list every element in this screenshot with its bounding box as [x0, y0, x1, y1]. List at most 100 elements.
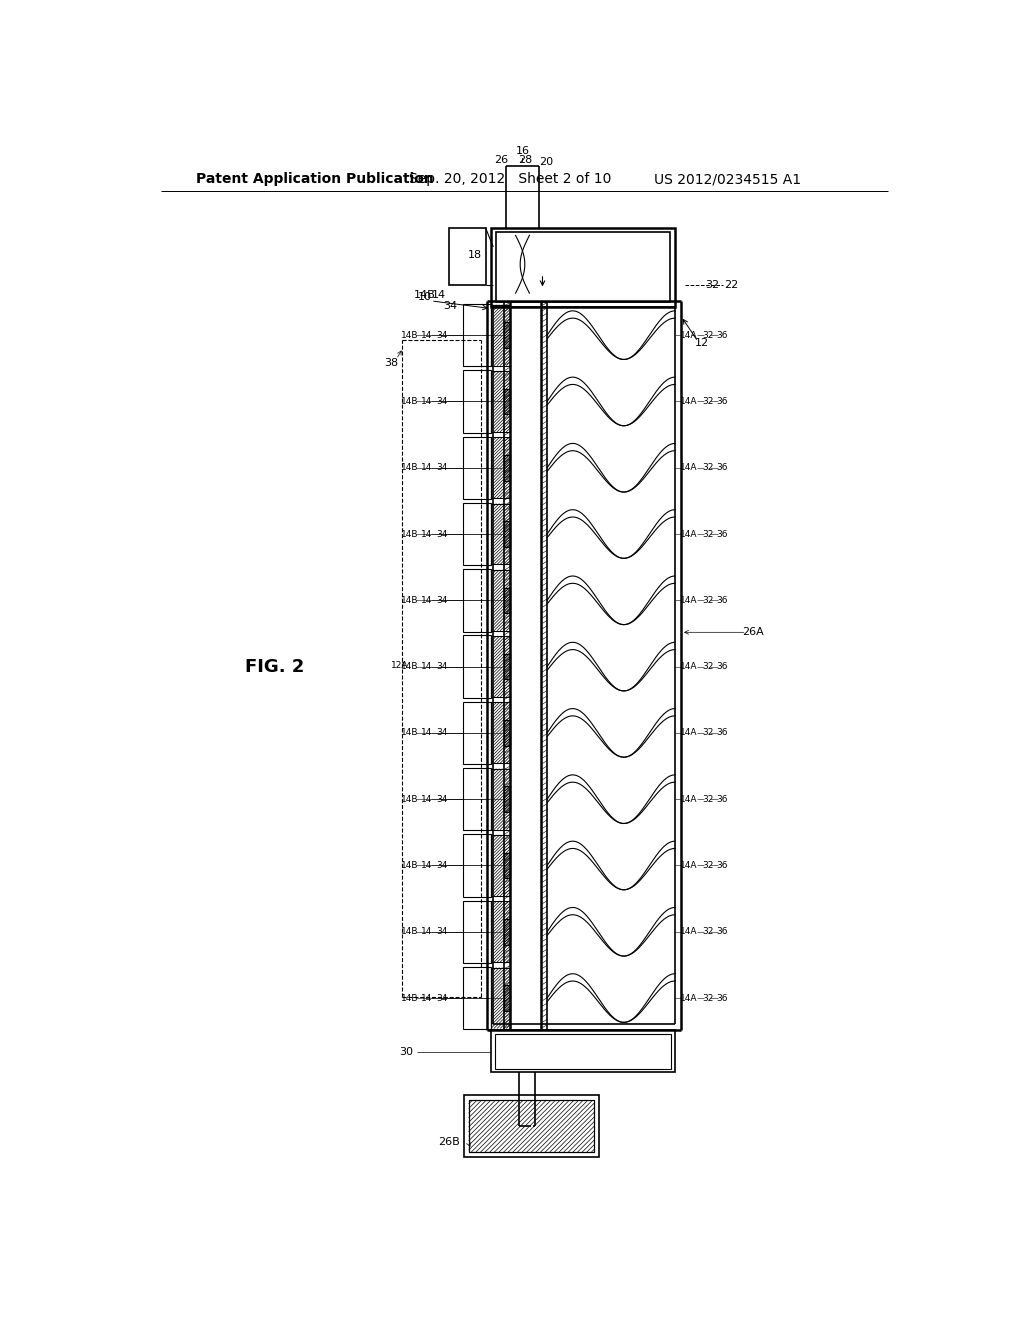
Text: 32: 32: [702, 529, 714, 539]
Text: 36: 36: [716, 927, 728, 936]
Bar: [490, 768, 510, 830]
Bar: [469, 1100, 594, 1152]
Text: 34: 34: [436, 861, 449, 870]
Bar: [504, 587, 510, 612]
Bar: [490, 305, 510, 366]
Text: 14: 14: [421, 595, 433, 605]
Text: 14B: 14B: [401, 330, 419, 339]
Bar: [490, 968, 510, 1028]
Bar: [490, 437, 510, 498]
Text: 26: 26: [494, 154, 508, 165]
Text: 12A: 12A: [391, 661, 409, 671]
Text: 16: 16: [515, 145, 529, 156]
Bar: [449, 227, 485, 285]
Bar: [504, 587, 510, 612]
Text: 14: 14: [421, 330, 433, 339]
Bar: [504, 521, 510, 546]
Bar: [463, 503, 490, 565]
Bar: [490, 702, 510, 763]
Text: 14B: 14B: [401, 927, 419, 936]
Bar: [504, 455, 510, 480]
Bar: [463, 702, 490, 764]
Bar: [490, 636, 510, 697]
Text: Sep. 20, 2012   Sheet 2 of 10: Sep. 20, 2012 Sheet 2 of 10: [410, 172, 611, 186]
Text: 12: 12: [695, 338, 709, 348]
Bar: [463, 635, 490, 698]
Text: 36: 36: [716, 463, 728, 473]
Bar: [504, 853, 510, 878]
Text: 14A: 14A: [680, 994, 697, 1003]
Text: 32: 32: [702, 795, 714, 804]
Text: 32: 32: [702, 861, 714, 870]
Bar: [504, 985, 510, 1011]
Bar: [490, 371, 510, 432]
Text: 14A: 14A: [680, 729, 697, 738]
Bar: [463, 437, 490, 499]
Text: 14: 14: [421, 795, 433, 804]
Text: 36: 36: [716, 795, 728, 804]
Bar: [490, 1030, 675, 1072]
Bar: [504, 721, 510, 746]
Text: 26A: 26A: [741, 627, 764, 638]
Text: 14: 14: [421, 729, 433, 738]
Bar: [463, 966, 490, 1030]
Bar: [504, 721, 510, 746]
Bar: [463, 900, 490, 964]
Text: 14A: 14A: [680, 927, 697, 936]
Text: 14B: 14B: [401, 663, 419, 671]
Text: 14B: 14B: [414, 290, 435, 300]
Bar: [490, 228, 675, 308]
Bar: [490, 503, 510, 565]
Bar: [464, 1096, 599, 1158]
Text: 32: 32: [702, 927, 714, 936]
Text: 14B: 14B: [401, 795, 419, 804]
Text: 34: 34: [436, 994, 449, 1003]
Text: 36: 36: [716, 663, 728, 671]
Text: 32: 32: [702, 729, 714, 738]
Text: 14: 14: [421, 397, 433, 407]
Text: 36: 36: [716, 994, 728, 1003]
Bar: [496, 232, 671, 302]
Bar: [504, 521, 510, 546]
Bar: [504, 322, 510, 348]
Text: 14B: 14B: [401, 397, 419, 407]
Text: 32: 32: [705, 280, 719, 290]
Bar: [504, 787, 510, 812]
Bar: [469, 1100, 594, 1152]
Text: FIG. 2: FIG. 2: [245, 657, 304, 676]
Bar: [463, 834, 490, 896]
Bar: [504, 853, 510, 878]
Text: 34: 34: [436, 595, 449, 605]
Text: 22: 22: [724, 280, 738, 290]
Text: 14B: 14B: [401, 729, 419, 738]
Text: 14A: 14A: [680, 595, 697, 605]
Text: 34: 34: [436, 663, 449, 671]
Text: 36: 36: [716, 330, 728, 339]
Bar: [504, 388, 510, 414]
Text: 32: 32: [702, 330, 714, 339]
Text: 36: 36: [716, 529, 728, 539]
Bar: [504, 322, 510, 348]
Text: 14: 14: [421, 663, 433, 671]
Text: 34: 34: [436, 729, 449, 738]
Text: 14: 14: [431, 290, 445, 300]
Text: 14: 14: [421, 463, 433, 473]
Text: 14A: 14A: [680, 529, 697, 539]
Text: 34: 34: [436, 529, 449, 539]
Text: US 2012/0234515 A1: US 2012/0234515 A1: [654, 172, 802, 186]
Text: 38: 38: [384, 358, 398, 368]
Text: 34: 34: [443, 301, 457, 312]
Text: 14: 14: [421, 994, 433, 1003]
Bar: [490, 902, 510, 962]
Text: 18: 18: [468, 249, 482, 260]
Text: 32: 32: [702, 595, 714, 605]
Text: 14B: 14B: [401, 994, 419, 1003]
Text: 34: 34: [436, 795, 449, 804]
Bar: [463, 569, 490, 631]
Bar: [463, 370, 490, 433]
Text: 14: 14: [421, 927, 433, 936]
Text: Patent Application Publication: Patent Application Publication: [196, 172, 434, 186]
Bar: [495, 1034, 671, 1069]
Text: 14A: 14A: [680, 861, 697, 870]
Bar: [490, 570, 510, 631]
